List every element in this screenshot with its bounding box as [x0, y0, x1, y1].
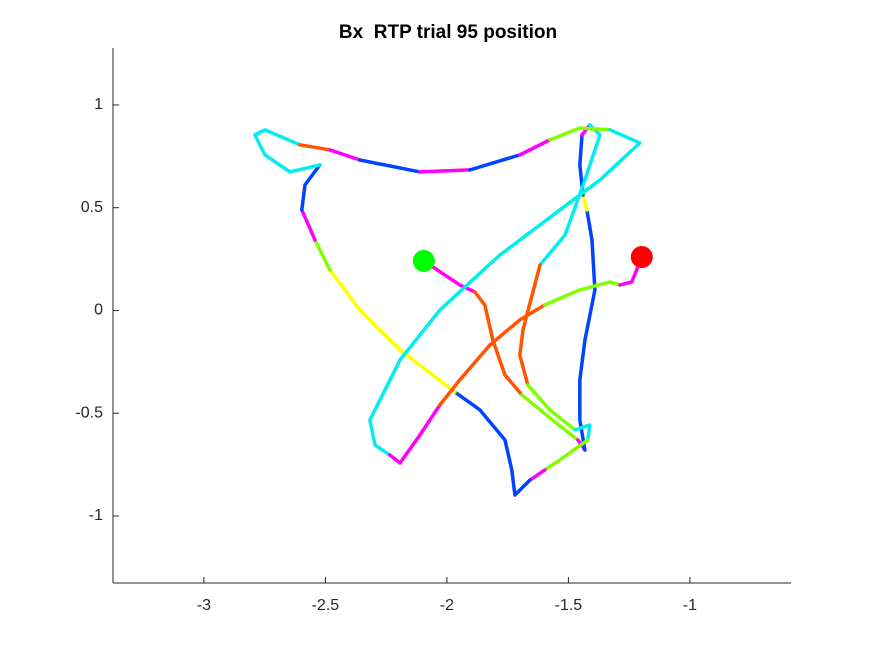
x-tick-label: -1: [683, 597, 697, 614]
trajectory-segment: [526, 383, 577, 432]
trajectory-segment: [581, 193, 589, 212]
trajectory-segment: [453, 390, 532, 497]
trajectory-segment: [548, 126, 612, 142]
y-tick-label: 1: [94, 96, 103, 113]
trajectory-segment: [300, 163, 322, 212]
y-tick-label: 0: [94, 302, 103, 319]
trajectory-segment: [543, 280, 622, 307]
trajectory-segment: [578, 208, 597, 452]
trajectory-segment: [298, 143, 332, 152]
trajectory-segment: [368, 128, 642, 457]
start-marker: [412, 249, 435, 272]
trajectory-segment: [518, 138, 552, 157]
trajectory-segment: [418, 168, 472, 174]
trajectory-segment: [388, 403, 442, 465]
trajectory-segment: [422, 259, 477, 294]
chart-title: Bx RTP trial 95 position: [339, 22, 557, 43]
x-tick-label: -2.5: [312, 597, 340, 614]
trajectory-segment: [573, 423, 592, 442]
trajectory-segment: [328, 148, 362, 162]
trajectory-segment: [518, 263, 542, 387]
trajectory-segment: [438, 303, 547, 407]
trajectory-segment: [300, 208, 317, 242]
trajectory-segment: [253, 128, 322, 174]
trajectory-segment: [468, 153, 522, 172]
trajectory-segment: [473, 290, 524, 397]
trajectory-segment: [358, 158, 422, 174]
x-tick-label: -1.5: [555, 597, 583, 614]
x-tick-label: -2: [440, 597, 454, 614]
y-tick-label: -1: [89, 507, 103, 524]
x-tick-label: -3: [197, 597, 211, 614]
trajectory-segment: [328, 268, 457, 394]
end-marker: [630, 246, 653, 269]
y-tick-label: 0.5: [81, 199, 103, 216]
trajectory-segment: [313, 238, 332, 272]
trajectory-segment: [520, 393, 580, 442]
trajectory-segment: [528, 468, 547, 482]
trajectory-segment: [538, 123, 602, 267]
y-tick-label: -0.5: [75, 404, 103, 421]
trajectory-segment: [543, 438, 590, 472]
